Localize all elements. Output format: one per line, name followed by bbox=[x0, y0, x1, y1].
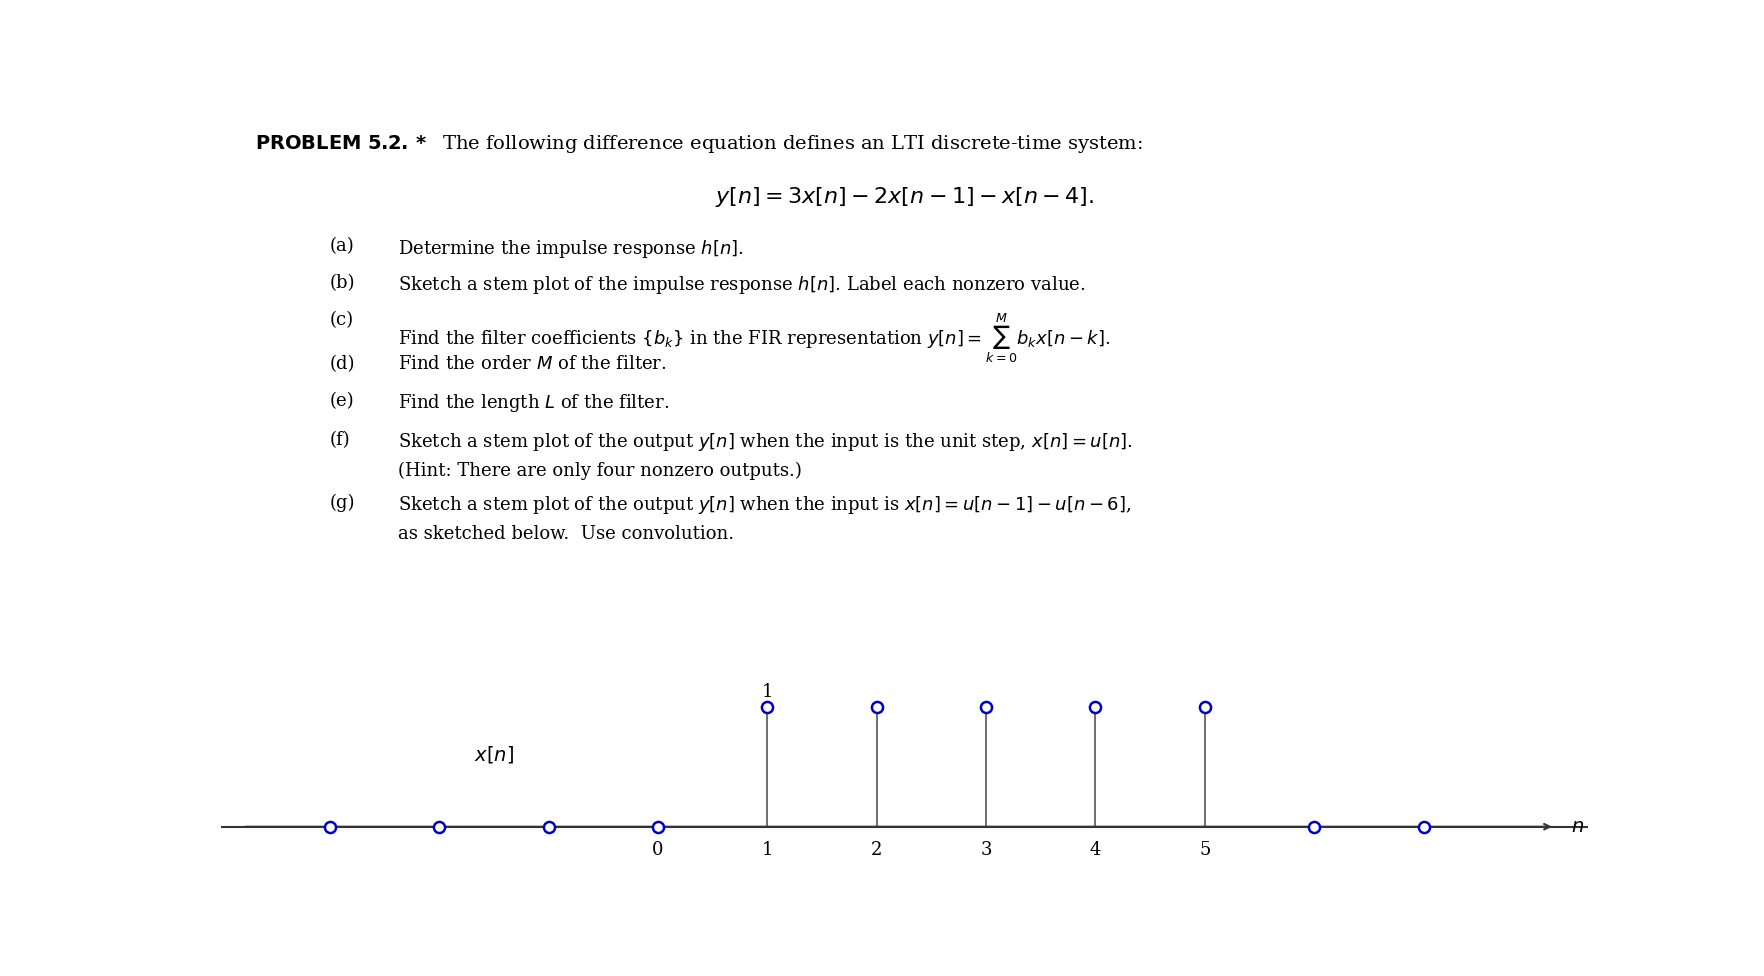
Text: (b): (b) bbox=[330, 274, 355, 292]
Text: 3: 3 bbox=[981, 841, 991, 859]
Text: 0: 0 bbox=[653, 841, 663, 859]
Text: (e): (e) bbox=[330, 392, 355, 410]
Text: Find the order $M$ of the filter.: Find the order $M$ of the filter. bbox=[399, 355, 667, 374]
Text: Find the length $L$ of the filter.: Find the length $L$ of the filter. bbox=[399, 392, 670, 414]
Text: 4: 4 bbox=[1090, 841, 1101, 859]
Text: Sketch a stem plot of the output $y[n]$ when the input is $x[n] = u[n-1] - u[n-6: Sketch a stem plot of the output $y[n]$ … bbox=[399, 494, 1131, 543]
Text: (a): (a) bbox=[330, 237, 355, 256]
Text: $x[n]$: $x[n]$ bbox=[475, 745, 513, 765]
Text: $\bf{PROBLEM\ 5.2.*}$  The following difference equation defines an LTI discrete: $\bf{PROBLEM\ 5.2.*}$ The following diff… bbox=[254, 133, 1143, 155]
Text: (c): (c) bbox=[330, 311, 355, 329]
Text: 1: 1 bbox=[762, 841, 773, 859]
Text: Sketch a stem plot of the impulse response $h[n]$. Label each nonzero value.: Sketch a stem plot of the impulse respon… bbox=[399, 274, 1085, 297]
Text: 5: 5 bbox=[1200, 841, 1210, 859]
Text: 2: 2 bbox=[871, 841, 882, 859]
Text: Determine the impulse response $h[n]$.: Determine the impulse response $h[n]$. bbox=[399, 237, 744, 260]
Text: (g): (g) bbox=[330, 494, 355, 512]
Text: Find the filter coefficients $\{b_k\}$ in the FIR representation $y[n] = \sum_{k: Find the filter coefficients $\{b_k\}$ i… bbox=[399, 311, 1110, 365]
Text: $y[n] = 3x[n] - 2x[n-1] - x[n-4].$: $y[n] = 3x[n] - 2x[n-1] - x[n-4].$ bbox=[714, 185, 1094, 209]
Text: (d): (d) bbox=[330, 355, 355, 374]
Text: 1: 1 bbox=[762, 683, 773, 701]
Text: Sketch a stem plot of the output $y[n]$ when the input is the unit step, $x[n] =: Sketch a stem plot of the output $y[n]$ … bbox=[399, 431, 1132, 480]
Text: (f): (f) bbox=[330, 431, 351, 449]
Text: $n$: $n$ bbox=[1572, 818, 1584, 835]
